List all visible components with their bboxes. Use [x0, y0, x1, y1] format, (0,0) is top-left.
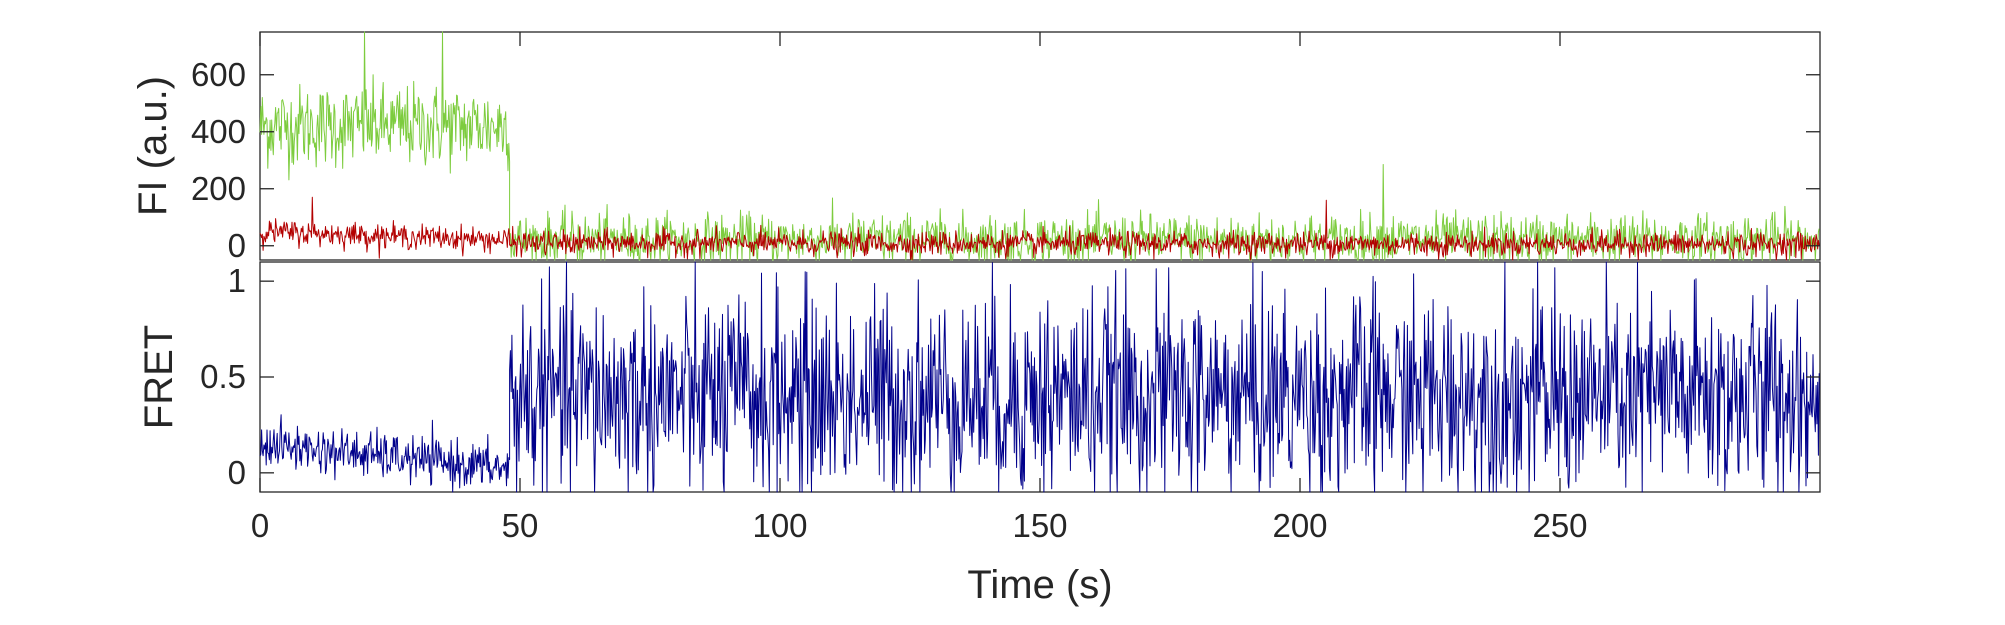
fret-panel: 00.51 FRET	[137, 261, 1821, 493]
x-tick-label: 100	[752, 507, 807, 544]
x-tick-label: 150	[1012, 507, 1067, 544]
x-tick-label: 0	[251, 507, 269, 544]
x-tick-label: 250	[1532, 507, 1587, 544]
x-tick-label: 200	[1272, 507, 1327, 544]
series-top-0	[259, 31, 1820, 261]
intensity-y-axis-label: FI (a.u.)	[131, 76, 175, 216]
series-bottom-0	[259, 261, 1820, 493]
intensity-traces	[259, 31, 1820, 261]
intensity-panel: 0 200 400 600 FI (a.u.)	[131, 31, 1821, 264]
y-tick-label: 1	[228, 262, 246, 299]
y-tick-label: 0.5	[200, 358, 246, 395]
y-tick-label: 200	[191, 170, 246, 207]
y-tick-label: 400	[191, 113, 246, 150]
intensity-y-ticks: 0 200 400 600	[191, 56, 1820, 264]
time-x-ticks: 0 50 100 150 200 250	[251, 32, 1588, 544]
y-tick-label: 0	[228, 227, 246, 264]
fret-y-axis-label: FRET	[137, 325, 181, 429]
time-x-axis-label: Time (s)	[967, 563, 1112, 607]
y-tick-label: 0	[228, 454, 246, 491]
fret-traces	[259, 261, 1820, 493]
x-tick-label: 50	[502, 507, 539, 544]
series-top-1	[259, 196, 1820, 261]
y-tick-label: 600	[191, 56, 246, 93]
fret-y-ticks: 00.51	[200, 262, 1820, 491]
